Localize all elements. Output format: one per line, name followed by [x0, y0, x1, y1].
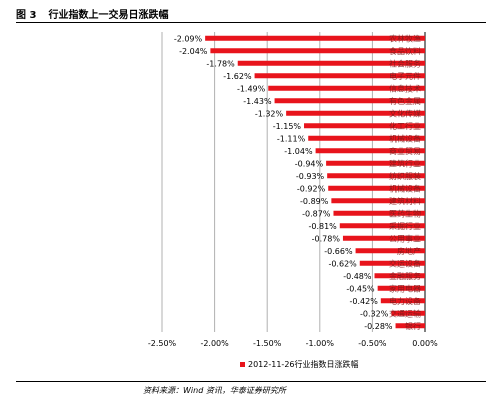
- figure-title: 图 3 行业指数上一交易日涨跌幅: [16, 6, 168, 21]
- x-tick-label: -2.00%: [200, 339, 229, 348]
- bar: [210, 48, 425, 54]
- category-label: 医药生物: [389, 208, 421, 218]
- bar: [395, 323, 425, 329]
- category-label: 家用电器: [389, 283, 421, 293]
- bar: [326, 160, 425, 166]
- bar: [308, 135, 425, 141]
- bar-value-label: -0.92%: [297, 184, 326, 193]
- bar-value-label: -0.48%: [343, 272, 372, 281]
- bar-value-label: -1.62%: [223, 72, 252, 81]
- bar-value-label: -1.43%: [243, 97, 272, 106]
- category-label: 机械设备: [389, 183, 421, 193]
- bar: [268, 85, 425, 91]
- bottom-rule: [16, 381, 486, 382]
- figure-title-text: 行业指数上一交易日涨跌幅: [48, 10, 169, 21]
- bar-value-label: -2.09%: [174, 34, 203, 43]
- bar-value-label: -0.78%: [312, 234, 341, 243]
- category-label: 金融服务: [389, 271, 421, 281]
- legend: 2012-11-26行业指数日涨跌幅: [240, 359, 359, 370]
- category-label: 文化传媒: [389, 108, 421, 118]
- bar: [237, 60, 425, 66]
- x-tick-label: 0.00%: [412, 339, 438, 348]
- bar: [333, 210, 425, 216]
- bar-value-label: -0.45%: [346, 284, 375, 293]
- category-label: 有色金属: [389, 96, 421, 106]
- category-label: 化工行业: [389, 121, 421, 131]
- category-label: 食品饮料: [389, 46, 421, 56]
- bar-value-label: -0.93%: [296, 172, 325, 181]
- x-tick-label: -1.50%: [253, 339, 282, 348]
- bar: [339, 223, 425, 229]
- legend-swatch: [240, 362, 245, 367]
- category-label: 农林牧渔: [389, 33, 421, 43]
- bar: [391, 310, 425, 316]
- category-label: 电子元件: [389, 71, 421, 81]
- category-label: 纺织服装: [389, 171, 421, 181]
- category-label: 交运设备: [389, 258, 421, 268]
- category-label: 机械设备: [389, 133, 421, 143]
- top-rule: [16, 22, 486, 23]
- bar: [359, 260, 425, 266]
- x-tick-label: -2.50%: [148, 339, 177, 348]
- bar: [374, 273, 425, 279]
- bar-value-label: -1.49%: [237, 84, 266, 93]
- category-label: 建筑材料: [389, 196, 421, 206]
- bar-value-label: -0.89%: [300, 197, 329, 206]
- bar-value-label: -1.15%: [273, 122, 302, 131]
- bar-value-label: -2.04%: [179, 47, 208, 56]
- bar-value-label: -0.42%: [350, 297, 379, 306]
- bar: [274, 98, 425, 104]
- bar-value-label: -0.94%: [295, 159, 324, 168]
- bar: [377, 285, 425, 291]
- bar: [355, 248, 425, 254]
- bar-value-label: -0.81%: [308, 222, 337, 231]
- category-label: 银行: [405, 321, 421, 331]
- bar: [380, 298, 425, 304]
- bar: [315, 148, 425, 154]
- bar: [205, 35, 425, 41]
- bar-value-label: -0.32%: [360, 309, 389, 318]
- category-label: 交通运输: [389, 308, 421, 318]
- category-label: 电力设备: [389, 296, 421, 306]
- bar: [342, 235, 425, 241]
- x-tick-label: -0.50%: [358, 339, 387, 348]
- source-note: 资料来源：Wind 资讯，华泰证券研究所: [143, 386, 286, 395]
- bar-value-label: -1.04%: [284, 147, 313, 156]
- figure-number: 图 3: [16, 10, 37, 21]
- bar-value-label: -1.32%: [255, 109, 284, 118]
- bar: [327, 173, 425, 179]
- bar: [328, 185, 425, 191]
- bar-value-label: -1.11%: [277, 134, 306, 143]
- bar-value-label: -0.62%: [328, 259, 357, 268]
- bar-value-label: -0.66%: [324, 247, 353, 256]
- category-label: 公用事业: [389, 233, 421, 243]
- bar: [286, 110, 425, 116]
- bar: [304, 123, 425, 129]
- bar: [254, 73, 425, 79]
- x-tick-label: -1.00%: [306, 339, 335, 348]
- category-label: 商业贸易: [389, 146, 421, 156]
- bar-value-label: -0.87%: [302, 209, 331, 218]
- legend-label: 2012-11-26行业指数日涨跌幅: [248, 360, 359, 369]
- category-label: 信息技术: [389, 83, 421, 93]
- category-label: 房地产: [397, 246, 421, 256]
- bar-value-label: -0.28%: [364, 322, 393, 331]
- bar-value-label: -1.78%: [206, 59, 235, 68]
- category-label: 建筑行业: [389, 158, 421, 168]
- category-label: 采掘行业: [389, 221, 421, 231]
- category-label: 社会服务: [389, 58, 421, 68]
- bar: [331, 198, 425, 204]
